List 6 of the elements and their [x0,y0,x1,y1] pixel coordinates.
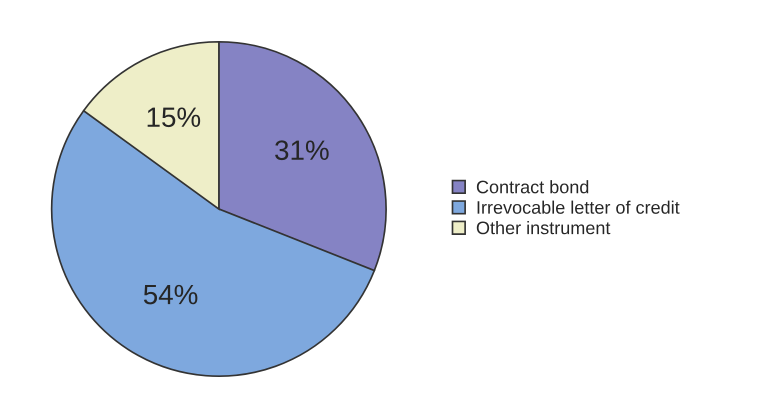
data-label: 31% [275,140,329,160]
legend-label: Other instrument [476,221,610,234]
data-label: 15% [148,108,200,128]
legend-label: Irrevocable letter of credit [478,200,680,214]
legend-label: Contract bond [476,180,588,194]
data-label: 54% [144,284,198,304]
